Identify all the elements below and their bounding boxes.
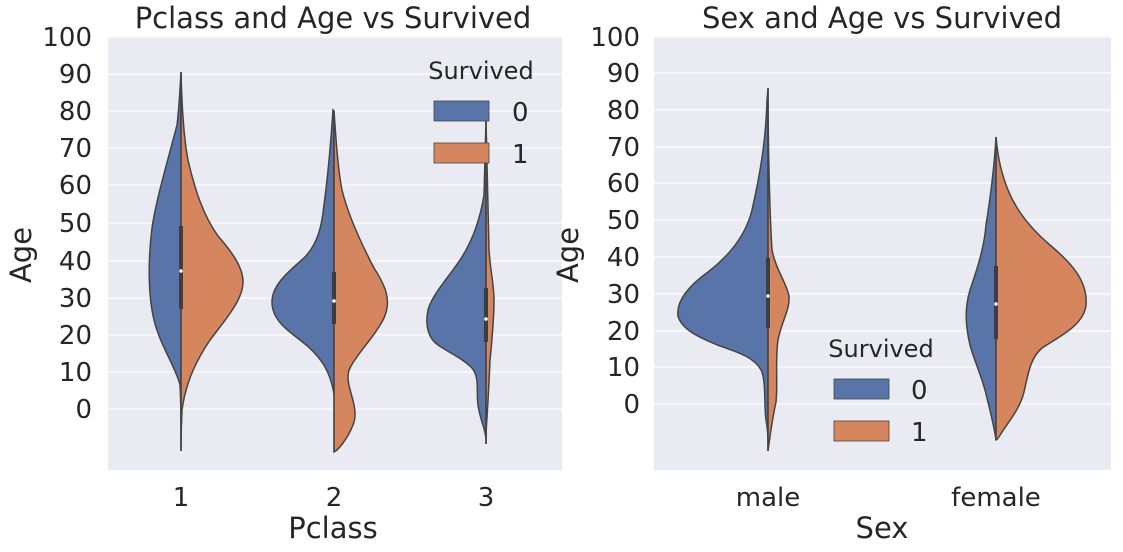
y-tick-label: 40 bbox=[59, 247, 92, 277]
violin-half-survived-1 bbox=[333, 110, 389, 454]
legend-title: Survived bbox=[828, 335, 933, 363]
median-dot bbox=[332, 299, 336, 303]
x-tick-label: 3 bbox=[478, 483, 495, 513]
legend-label-survived-0: 0 bbox=[911, 376, 928, 406]
y-tick-label: 0 bbox=[75, 395, 92, 425]
x-axis-label: Sex bbox=[856, 511, 909, 545]
violin-half-survived-1 bbox=[767, 87, 790, 452]
violin-half-survived-1 bbox=[995, 136, 1087, 441]
violin-half-survived-0 bbox=[148, 71, 182, 451]
median-dot bbox=[766, 294, 770, 298]
y-tick-label: 30 bbox=[607, 280, 640, 310]
y-tick-label: 50 bbox=[59, 209, 92, 239]
violin-half-survived-0 bbox=[271, 108, 335, 395]
legend-label-survived-0: 0 bbox=[512, 98, 529, 128]
chart-panel-pclass: 0 10 20 30 40 50 60 70 80 90 100 1 2 3 P… bbox=[4, 1, 562, 545]
chart-title: Sex and Age vs Survived bbox=[702, 1, 1062, 35]
median-dot bbox=[484, 317, 488, 321]
legend-swatch-survived-1 bbox=[433, 142, 490, 164]
chart-title: Pclass and Age vs Survived bbox=[135, 1, 532, 35]
legend-label-survived-1: 1 bbox=[512, 140, 529, 170]
y-tick-label: 80 bbox=[607, 96, 640, 126]
y-axis-label: Age bbox=[551, 227, 585, 283]
iqr-box bbox=[179, 226, 183, 309]
violin-female bbox=[965, 136, 1087, 441]
median-dot bbox=[179, 269, 183, 273]
violin-pclass-2 bbox=[271, 108, 389, 454]
legend: Survived 0 1 bbox=[428, 57, 533, 170]
y-tick-label: 10 bbox=[59, 358, 92, 388]
legend-label-survived-1: 1 bbox=[911, 418, 928, 448]
violin-half-survived-0 bbox=[426, 119, 487, 444]
y-tick-label: 40 bbox=[607, 243, 640, 273]
x-tick-labels: male female bbox=[736, 483, 1041, 513]
x-tick-label: 2 bbox=[326, 483, 343, 513]
violin-half-survived-1 bbox=[180, 71, 244, 452]
violin-half-survived-0 bbox=[677, 87, 769, 452]
y-tick-label: 100 bbox=[590, 23, 640, 53]
y-tick-label: 90 bbox=[59, 60, 92, 90]
violin-male bbox=[677, 87, 790, 452]
x-axis-label: Pclass bbox=[288, 511, 377, 545]
y-tick-label: 0 bbox=[623, 390, 640, 420]
legend: Survived 0 1 bbox=[828, 335, 933, 448]
violin-half-survived-1 bbox=[485, 119, 495, 445]
x-tick-labels: 1 2 3 bbox=[173, 483, 495, 513]
y-tick-label: 100 bbox=[42, 23, 92, 53]
x-tick-label: 1 bbox=[173, 483, 190, 513]
y-tick-label: 20 bbox=[607, 317, 640, 347]
y-tick-label: 20 bbox=[59, 321, 92, 351]
legend-title: Survived bbox=[428, 57, 533, 85]
y-tick-labels: 0 10 20 30 40 50 60 70 80 90 100 bbox=[590, 23, 640, 420]
y-tick-label: 80 bbox=[59, 97, 92, 127]
legend-swatch-survived-1 bbox=[833, 420, 890, 442]
violin-pclass-3 bbox=[426, 119, 495, 445]
y-tick-label: 60 bbox=[59, 171, 92, 201]
x-tick-label: male bbox=[736, 483, 800, 513]
y-tick-label: 60 bbox=[607, 169, 640, 199]
y-tick-label: 70 bbox=[59, 134, 92, 164]
violin-half-survived-0 bbox=[965, 137, 997, 441]
iqr-box bbox=[484, 288, 488, 342]
y-axis-label: Age bbox=[4, 227, 38, 283]
violin-pclass-1 bbox=[148, 71, 244, 452]
y-tick-label: 10 bbox=[607, 353, 640, 383]
legend-swatch-survived-0 bbox=[433, 100, 490, 122]
y-tick-label: 30 bbox=[59, 284, 92, 314]
x-tick-label: female bbox=[951, 483, 1041, 513]
iqr-box bbox=[766, 258, 770, 328]
chart-panel-sex: 0 10 20 30 40 50 60 70 80 90 100 male fe… bbox=[551, 1, 1111, 545]
legend-swatch-survived-0 bbox=[833, 378, 890, 400]
median-dot bbox=[994, 302, 998, 306]
y-tick-label: 90 bbox=[607, 59, 640, 89]
y-tick-label: 50 bbox=[607, 206, 640, 236]
y-tick-label: 70 bbox=[607, 133, 640, 163]
y-tick-labels: 0 10 20 30 40 50 60 70 80 90 100 bbox=[42, 23, 92, 425]
iqr-box bbox=[332, 272, 336, 324]
